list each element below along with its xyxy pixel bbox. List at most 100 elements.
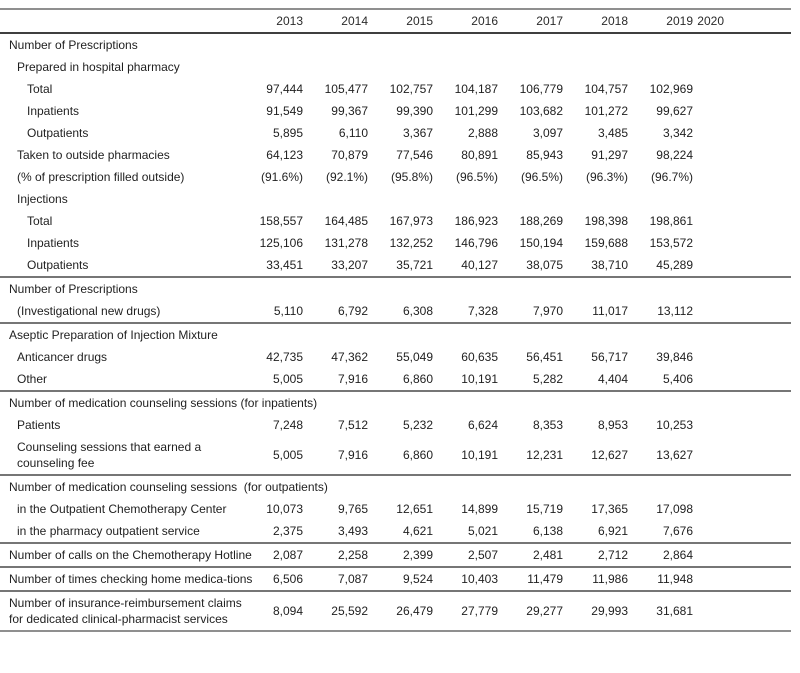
row-spacer-cell: [726, 232, 791, 254]
cell-value: 77,546: [396, 148, 433, 162]
cell-value: [695, 520, 726, 544]
row-spacer-cell: [726, 122, 791, 144]
cell-value: 13,627: [630, 436, 695, 476]
cell-value: 7,970: [500, 300, 565, 324]
row-spacer-cell: [726, 100, 791, 122]
section-row: Number of Prescriptions: [0, 277, 791, 300]
row-label: Other: [0, 368, 258, 392]
cell-value: 132,252: [389, 236, 433, 250]
year-header-cell: 2017: [500, 8, 565, 34]
cell-value: 98,224: [656, 148, 693, 162]
cell-value: 99,390: [396, 104, 433, 118]
cell-value: 12,231: [500, 436, 565, 476]
cell-value: 5,406: [630, 368, 695, 392]
table-row: Inpatients 91,549 99,367 99,390 101,299 103,6…: [0, 100, 791, 122]
row-label: Total: [27, 214, 53, 228]
row-label: Prepared in hospital pharmacy: [17, 60, 180, 74]
cell-value: 5,282: [500, 368, 565, 392]
year-header-cell: 2019: [630, 8, 695, 34]
cell-value: 55,049: [396, 350, 433, 364]
row-spacer-cell: [726, 436, 791, 476]
cell-value: 104,757: [584, 82, 628, 96]
cell-value: 7,916: [305, 368, 370, 392]
row-spacer-cell: [726, 520, 791, 544]
row-label: Total: [27, 82, 53, 96]
cell-value: 5,005: [258, 368, 305, 392]
table-row: Outpatients 5,895 6,110 3,367 2,888 3,097 3,48…: [0, 122, 791, 144]
cell-value: 5,232: [402, 418, 433, 432]
pharmacy-statistics-table-wrap: 2013 2014 2015 2016 2017 2018 2019 2020 Number …: [0, 8, 800, 632]
cell-value: 85,943: [526, 148, 563, 162]
row-label: Number of calls on the Chemotherapy Hotl…: [0, 543, 258, 568]
cell-value: 125,106: [259, 236, 303, 250]
cell-value: [695, 300, 726, 324]
row-label: Counseling sessions that earned a counse…: [0, 436, 258, 476]
year-header-cell: 2020: [695, 8, 726, 34]
row-spacer-cell: [726, 78, 791, 100]
cell-value: 27,779: [435, 591, 500, 632]
cell-value: 188,269: [519, 214, 563, 228]
cell-value: 29,993: [565, 591, 630, 632]
cell-value: 7,676: [630, 520, 695, 544]
cell-value: 31,681: [630, 591, 695, 632]
table-row: Patients 7,248 7,512 5,232 6,624 8,353 8,953 10…: [0, 414, 791, 436]
table-row: Total 158,557 164,485 167,973 186,923 188,269…: [0, 210, 791, 232]
row-label: in the Outpatient Chemotherapy Center: [17, 502, 227, 516]
cell-value: 8,353: [532, 418, 563, 432]
cell-value: 2,399: [370, 543, 435, 568]
cell-value: 64,123: [266, 148, 303, 162]
cell-value: 167,973: [389, 214, 433, 228]
table-row: Number of times checking home medica-tio…: [0, 567, 791, 592]
cell-value: 102,969: [649, 82, 693, 96]
cell-value: 6,110: [338, 126, 368, 140]
cell-value: 3,493: [305, 520, 370, 544]
cell-value: [695, 414, 726, 436]
cell-value: (95.8%): [390, 170, 433, 184]
year-header-cell: 2015: [370, 8, 435, 34]
table-row: Inpatients 125,106 131,278 132,252 146,796 15…: [0, 232, 791, 254]
row-spacer-cell: [726, 166, 791, 188]
cell-value: 106,779: [519, 82, 563, 96]
cell-value: 17,098: [656, 502, 693, 516]
row-label: Number of Prescriptions: [9, 38, 138, 52]
cell-value: 47,362: [331, 350, 368, 364]
cell-value: 11,986: [565, 567, 630, 592]
cell-value: 10,253: [656, 418, 693, 432]
cell-value: 5,005: [258, 436, 305, 476]
cell-value: (91.6%): [260, 170, 303, 184]
cell-value: 198,398: [584, 214, 628, 228]
year-header-cell: 2016: [435, 8, 500, 34]
cell-value: 6,921: [565, 520, 630, 544]
cell-value: 2,258: [305, 543, 370, 568]
cell-value: [695, 78, 726, 100]
cell-value: 105,477: [324, 82, 368, 96]
cell-value: [695, 144, 726, 166]
year-header-cell: 2014: [305, 8, 370, 34]
cell-value: 12,627: [565, 436, 630, 476]
cell-value: 5,895: [272, 126, 303, 140]
cell-value: 15,719: [526, 502, 563, 516]
cell-value: 2,481: [500, 543, 565, 568]
row-spacer-cell: [726, 543, 791, 568]
row-spacer-cell: [726, 498, 791, 520]
row-spacer-cell: [726, 254, 791, 278]
cell-value: 17,365: [591, 502, 628, 516]
cell-value: 42,735: [266, 350, 303, 364]
row-label: Number of Prescriptions: [9, 282, 138, 296]
row-spacer-cell: [726, 210, 791, 232]
cell-value: [695, 122, 726, 144]
cell-value: 45,289: [630, 254, 695, 278]
cell-value: (96.7%): [650, 170, 693, 184]
cell-value: 9,765: [337, 502, 368, 516]
year-header: 2013 2014 2015 2016 2017 2018 2019 2020: [0, 8, 791, 34]
row-label: Taken to outside pharmacies: [17, 148, 170, 162]
cell-value: 6,138: [500, 520, 565, 544]
cell-value: 40,127: [435, 254, 500, 278]
cell-value: 3,342: [662, 126, 693, 140]
cell-value: 7,087: [305, 567, 370, 592]
cell-value: 3,097: [532, 126, 563, 140]
cell-value: 6,792: [305, 300, 370, 324]
cell-value: 14,899: [461, 502, 498, 516]
cell-value: 6,308: [370, 300, 435, 324]
cell-value: 150,194: [519, 236, 563, 250]
